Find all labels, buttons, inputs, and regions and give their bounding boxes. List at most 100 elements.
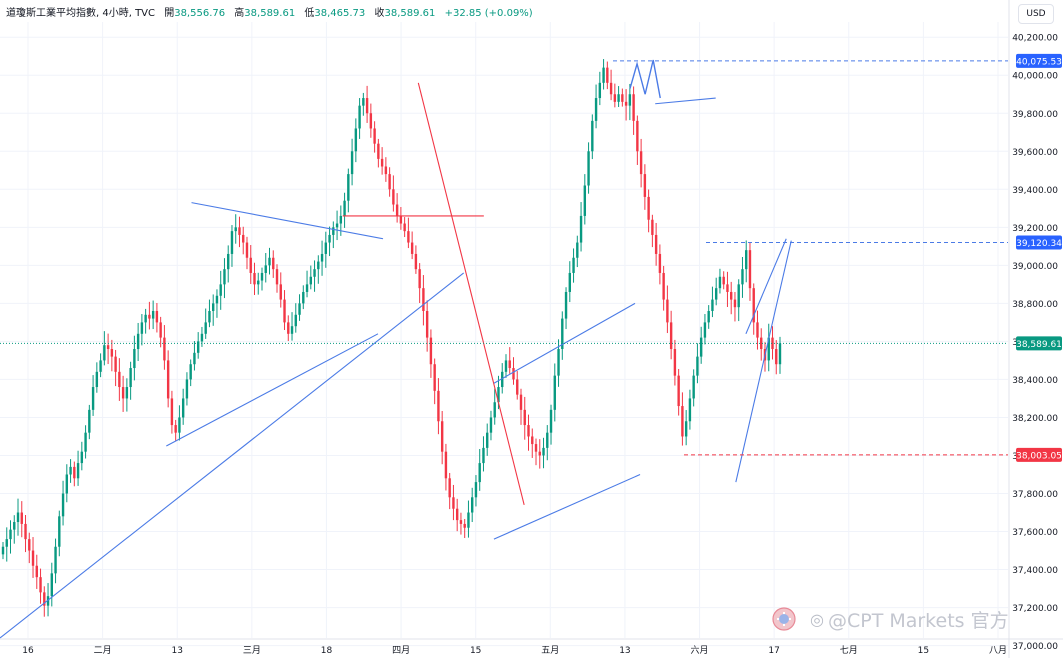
candle-body <box>711 299 714 311</box>
candle-body <box>775 349 778 365</box>
x-tick-label: 七月 <box>840 645 858 656</box>
candle-body <box>133 349 136 369</box>
y-tick-label: 38,200.00 <box>1012 414 1058 424</box>
candle-body <box>200 333 204 342</box>
candle-body <box>61 493 65 517</box>
candle-body <box>587 151 590 186</box>
candle-body <box>373 128 376 144</box>
x-tick-label: 八月 <box>989 645 1007 656</box>
candle-body <box>242 234 245 243</box>
candle-body <box>692 375 695 399</box>
candle-body <box>677 375 680 407</box>
candle-body <box>80 451 84 464</box>
candle-body <box>403 223 406 232</box>
candle-body <box>463 523 466 528</box>
candle-body <box>714 288 718 300</box>
cpt-logo-icon <box>772 607 796 631</box>
candle-body <box>264 265 267 273</box>
candle-body <box>159 322 162 338</box>
candle-body <box>227 253 230 270</box>
candle-body <box>557 349 560 376</box>
candle-body <box>298 303 301 315</box>
candle-body <box>643 174 647 197</box>
candle-body <box>576 242 579 258</box>
price-level-tag <box>1016 53 1062 68</box>
candle-body <box>380 158 384 167</box>
candle-body <box>583 185 587 216</box>
candle-body <box>752 288 755 323</box>
candle-body <box>474 482 478 498</box>
symbol-title: 道瓊斯工業平均指數, 4小時, TVC <box>6 8 156 19</box>
low-label: 低 <box>304 8 315 19</box>
candle-body <box>745 250 748 270</box>
x-tick-label: 二月 <box>94 645 112 656</box>
candle-body <box>163 337 166 361</box>
candle-body <box>399 215 403 224</box>
candle-body <box>31 550 35 566</box>
candle-body <box>5 539 8 547</box>
open-value: 38,556.76 <box>174 8 226 19</box>
candle-body <box>771 337 774 350</box>
close-label: 收 <box>374 8 385 19</box>
candle-body <box>332 227 335 235</box>
candle-body <box>249 257 252 273</box>
candle-body <box>317 261 320 270</box>
x-tick-label: 六月 <box>691 644 709 656</box>
candle-body <box>335 223 339 228</box>
y-tick-label: 37,800.00 <box>1012 490 1058 500</box>
candle-body <box>707 310 710 323</box>
currency-button[interactable]: USD <box>1018 4 1054 24</box>
candle-body <box>121 387 125 399</box>
y-tick-label: 40,000.00 <box>1012 72 1058 82</box>
candle-body <box>238 227 241 235</box>
candle-body <box>392 189 395 205</box>
candle-body <box>748 250 752 289</box>
trendline <box>655 97 716 105</box>
candle-body <box>422 288 425 311</box>
candle-body <box>46 596 50 606</box>
candle-body <box>508 360 511 369</box>
candle-body <box>290 326 294 334</box>
candle-body <box>688 398 692 422</box>
candle-body <box>613 94 617 102</box>
candle-body <box>407 231 410 243</box>
candle-body <box>452 497 455 509</box>
candle-body <box>467 512 470 528</box>
y-tick-label: 37,400.00 <box>1012 566 1058 576</box>
candle-body <box>294 314 297 327</box>
candle-body <box>174 425 177 433</box>
candle-body <box>95 371 99 388</box>
candle-body <box>617 94 620 102</box>
candle-body <box>684 421 688 437</box>
candle-body <box>722 276 725 285</box>
candle-body <box>718 276 722 289</box>
candle-body <box>699 337 703 357</box>
price-level-tag <box>1016 447 1062 462</box>
candle-body <box>564 291 568 319</box>
price-level-tag <box>1016 336 1062 351</box>
candle-body <box>673 349 677 376</box>
candle-body <box>88 409 91 433</box>
candle-body <box>433 364 436 391</box>
candle-body <box>358 105 361 129</box>
candle-body <box>579 215 583 243</box>
candle-body <box>272 257 275 270</box>
candle-body <box>268 257 271 266</box>
candle-body <box>283 299 286 323</box>
trendline <box>745 238 787 335</box>
candle-body <box>730 291 733 300</box>
candle-body <box>489 417 493 433</box>
candle-body <box>568 272 571 292</box>
y-tick-label: 39,800.00 <box>1012 110 1058 120</box>
trendline <box>493 473 641 540</box>
candle-body <box>110 349 114 357</box>
double-top-pattern <box>629 59 661 99</box>
candle-body <box>212 303 215 311</box>
candle-body <box>339 215 343 224</box>
candle-body <box>9 529 12 540</box>
candle-body <box>1 546 5 555</box>
candle-body <box>546 432 549 448</box>
candle-body <box>534 444 538 452</box>
candle-body <box>43 592 46 606</box>
